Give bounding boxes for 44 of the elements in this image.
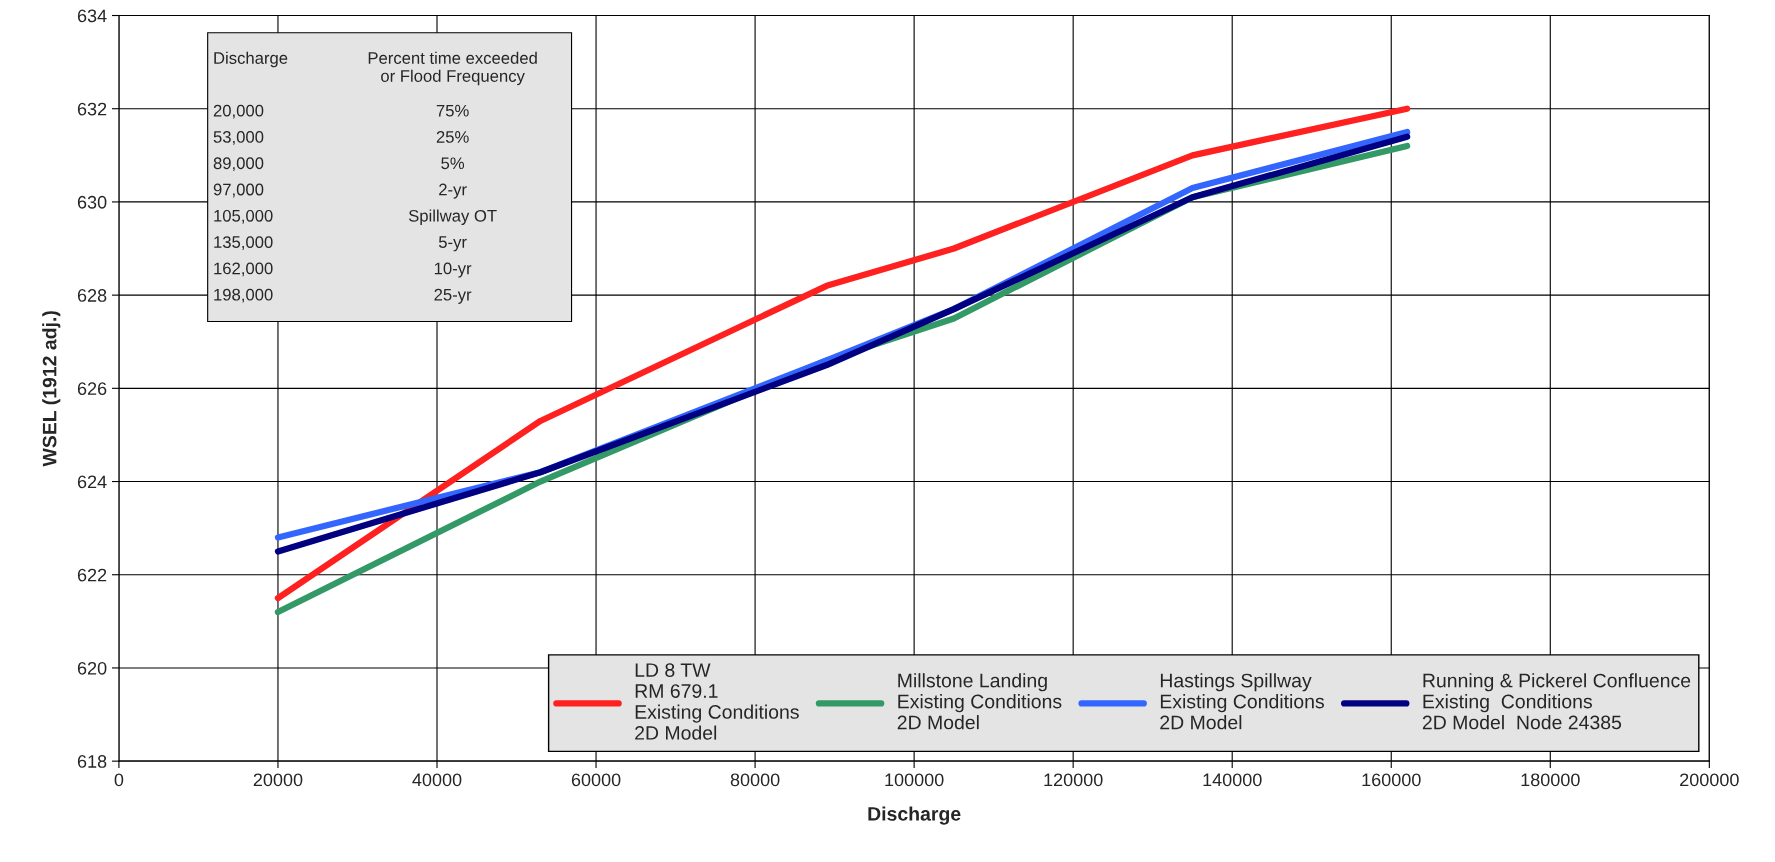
annotation: 105,000 — [214, 209, 273, 224]
annotation: 20,000 — [213, 104, 264, 119]
annotation: 25-yr — [434, 288, 472, 304]
annotation: 198,000 — [214, 288, 273, 303]
annotation: 97,000 — [213, 183, 264, 198]
annotation: Discharge — [214, 51, 288, 68]
x-tick-label: 200000 — [1680, 773, 1739, 787]
y-tick-label: 634 — [77, 9, 107, 23]
annotation: 89,000 — [213, 157, 264, 172]
annotation: 53,000 — [213, 131, 264, 145]
annotation: 10-yr — [434, 262, 472, 278]
y-tick-label: 630 — [77, 195, 107, 209]
annotation: 5% — [441, 157, 465, 170]
x-tick-label: 80000 — [730, 773, 780, 787]
y-tick-label: 624 — [77, 475, 107, 489]
x-tick-label: 40000 — [412, 773, 462, 787]
annotation: 135,000 — [214, 236, 273, 250]
legend-label: Hastings Spillway Existing Conditions 2D Model — [1160, 673, 1324, 730]
x-tick-label: 140000 — [1203, 773, 1262, 787]
x-tick-label: 100000 — [885, 773, 944, 787]
legend-label: Millstone Landing Existing Conditions 2D Model — [897, 673, 1062, 730]
x-tick-label: 20000 — [253, 773, 303, 787]
y-tick-label: 626 — [77, 382, 107, 396]
annotation: 75% — [436, 104, 469, 117]
x-tick-label: 60000 — [571, 773, 621, 787]
y-tick-label: 632 — [77, 102, 107, 116]
annotation: 25% — [436, 131, 469, 143]
x-tick-label: 120000 — [1044, 773, 1103, 787]
annotation: 5-yr — [438, 236, 467, 252]
legend-label: Running & Pickerel Confluence Existing Conditions 2D Model Node 24385 — [1422, 673, 1691, 730]
x-tick-label: 0 — [114, 773, 124, 787]
annotation: Spillway OT — [408, 209, 497, 225]
annotation: 162,000 — [214, 262, 273, 277]
annotation: 2-yr — [439, 183, 467, 199]
y-tick-label: 622 — [77, 568, 107, 582]
y-tick-label: 618 — [77, 755, 107, 768]
annotation: Percent time exceeded or Flood Frequency — [368, 51, 537, 86]
y-axis-title: WSEL (1912 adj.) — [42, 311, 61, 467]
y-tick-label: 628 — [77, 289, 107, 302]
x-axis-title: Discharge — [868, 806, 961, 825]
legend-label: LD 8 TW RM 679.1 Existing Conditions 2D Model — [635, 663, 799, 740]
y-tick-label: 620 — [77, 661, 107, 675]
x-tick-label: 160000 — [1362, 773, 1421, 787]
x-tick-label: 180000 — [1521, 773, 1580, 787]
